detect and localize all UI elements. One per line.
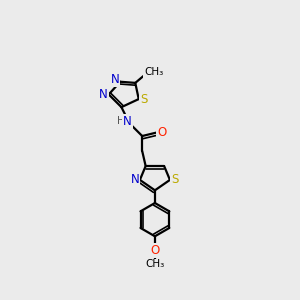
Text: N: N bbox=[111, 74, 119, 86]
Text: N: N bbox=[99, 88, 108, 101]
Text: O: O bbox=[150, 244, 160, 257]
Text: S: S bbox=[171, 173, 179, 186]
Text: N: N bbox=[123, 115, 132, 128]
Text: S: S bbox=[140, 93, 148, 106]
Text: H: H bbox=[117, 116, 124, 127]
Text: O: O bbox=[157, 126, 166, 139]
Text: CH₃: CH₃ bbox=[144, 67, 164, 77]
Text: CH₃: CH₃ bbox=[145, 260, 164, 269]
Text: N: N bbox=[130, 173, 139, 186]
